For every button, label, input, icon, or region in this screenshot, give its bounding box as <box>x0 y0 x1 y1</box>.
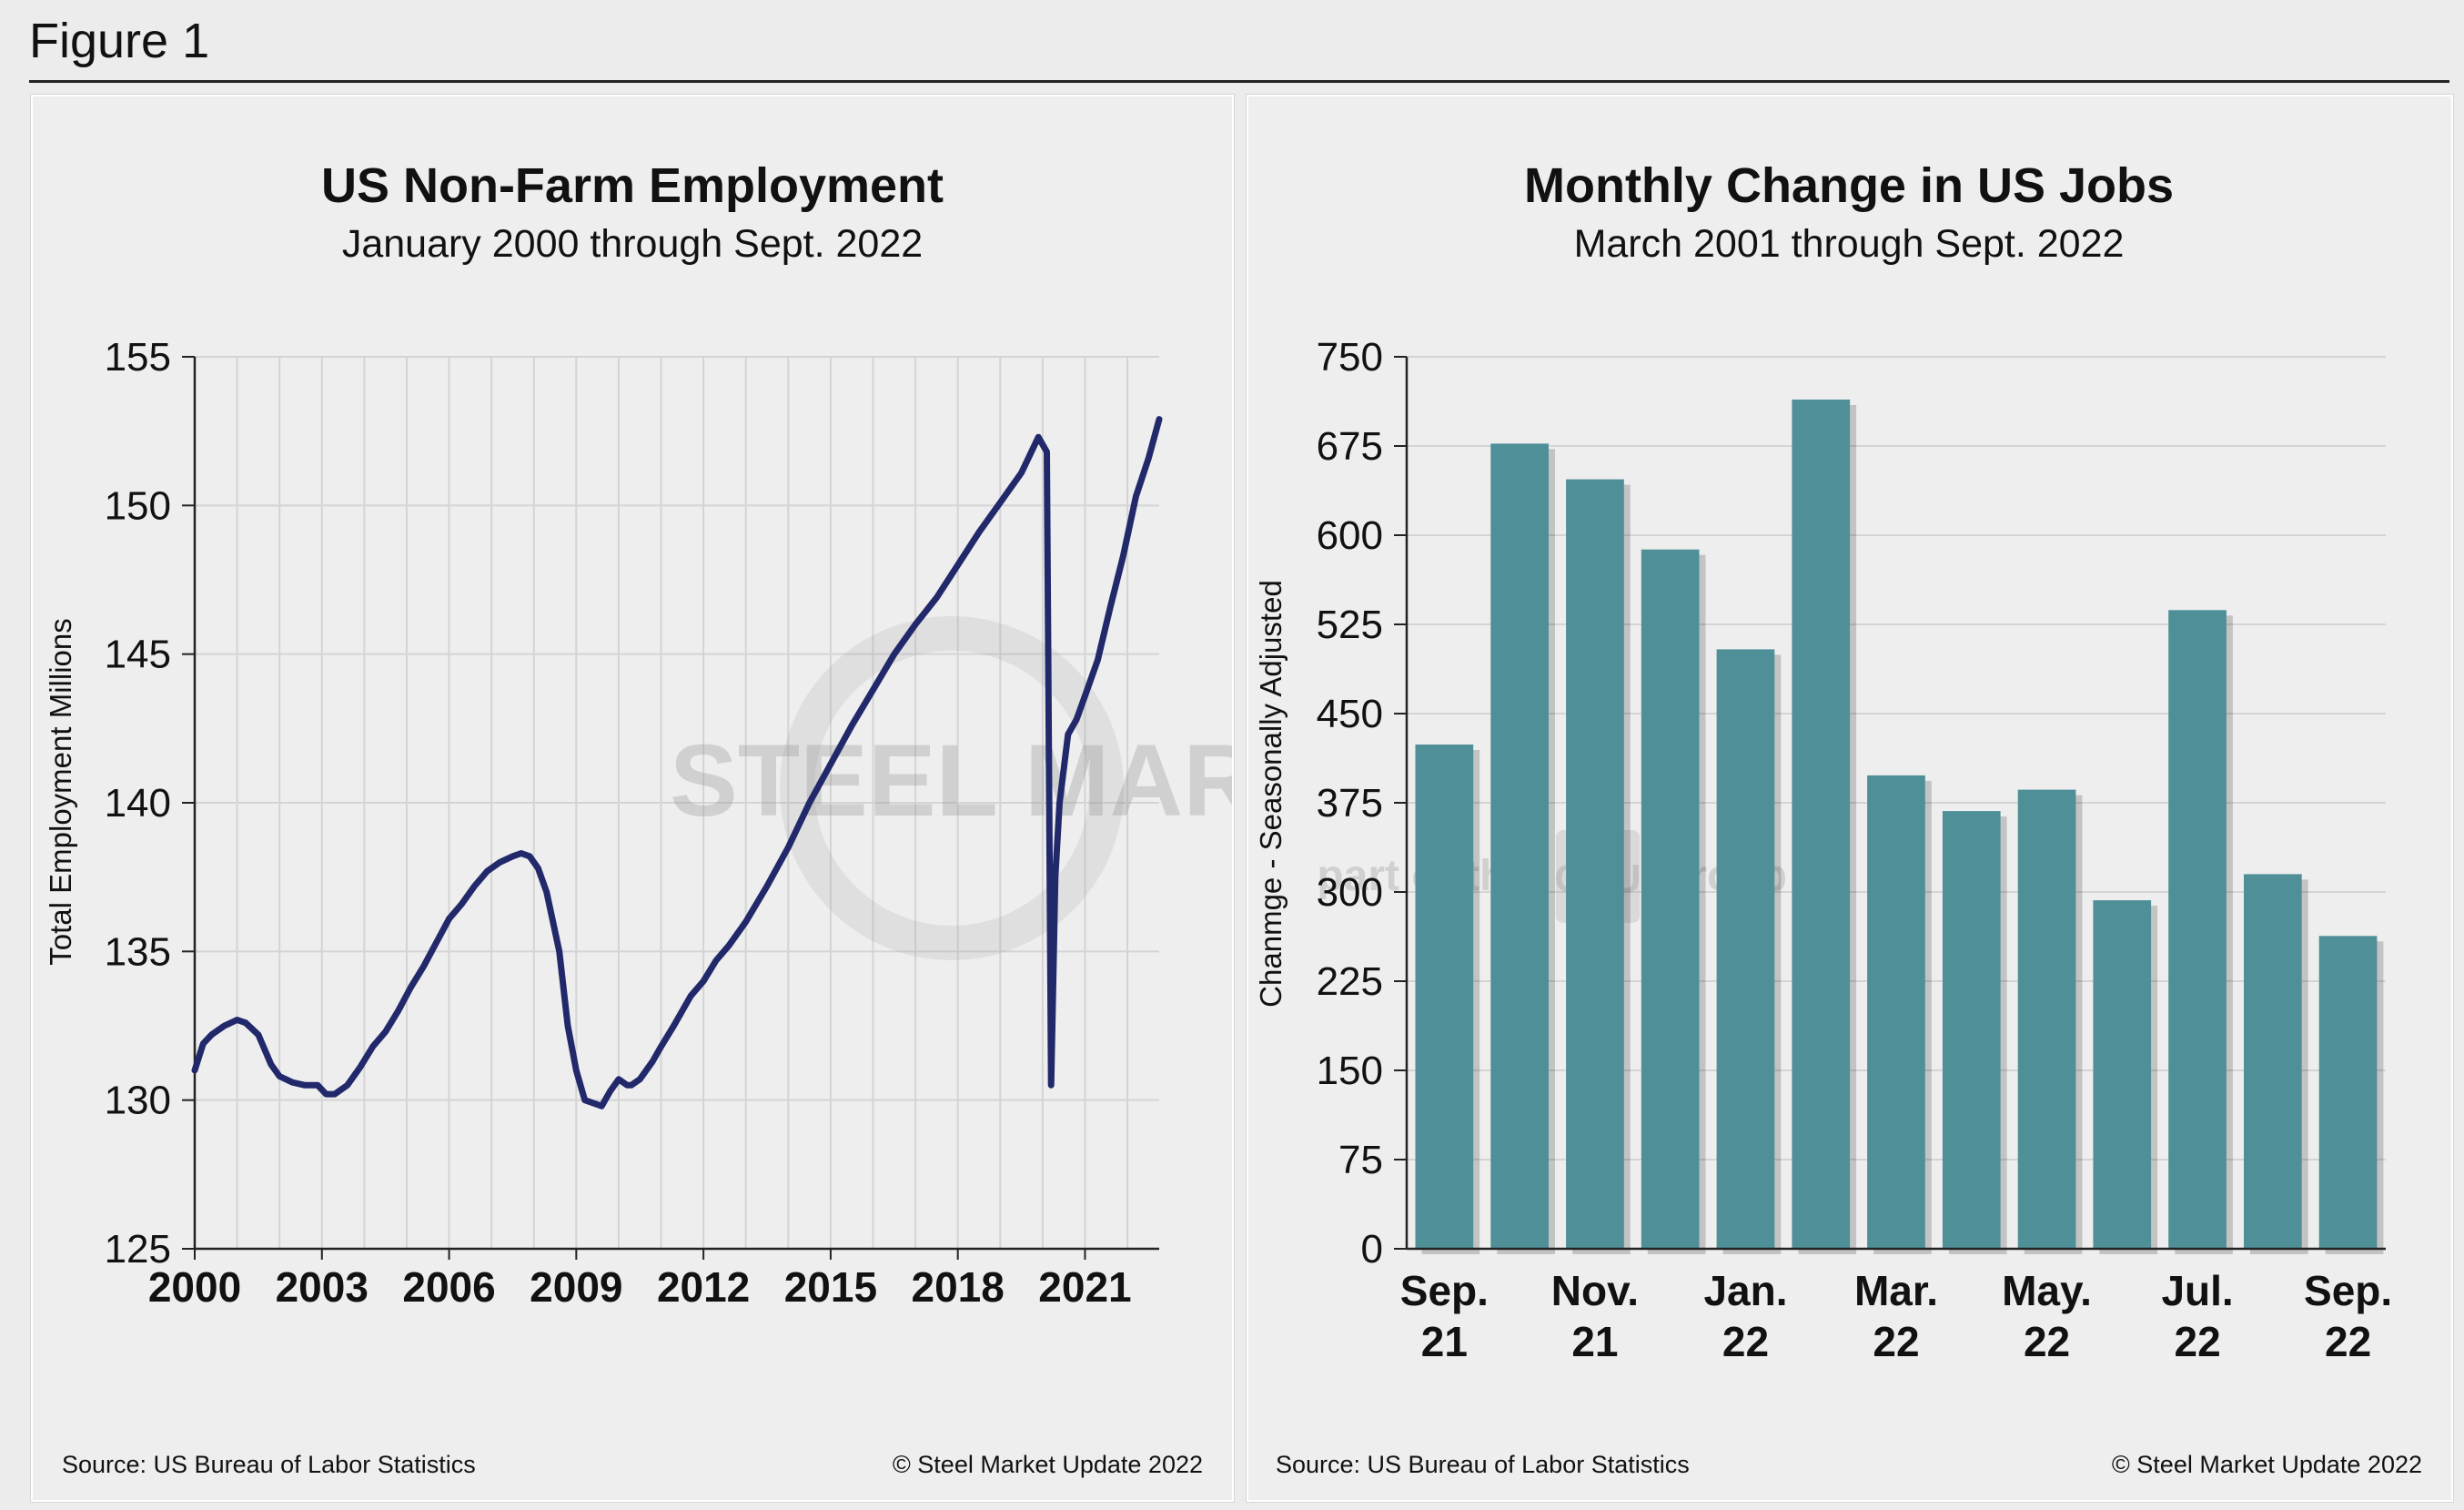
x-tick-label-year: 22 <box>1722 1318 1769 1365</box>
x-tick-label: Nov. <box>1551 1267 1639 1314</box>
bar <box>1490 443 1549 1249</box>
bar <box>1942 811 2001 1249</box>
x-tick-label: Mar. <box>1854 1267 1938 1314</box>
bar <box>1415 745 1474 1249</box>
jobs-copyright-note: © Steel Market Update 2022 <box>2112 1451 2422 1478</box>
employment-series-line <box>191 416 1163 1110</box>
y-tick-label: 155 <box>105 335 171 380</box>
bar <box>2168 610 2227 1249</box>
watermark: STEEL MARKET UPDATE <box>670 616 1232 960</box>
jobs-chart-title: Monthly Change in US Jobs <box>1524 158 2174 213</box>
x-tick-label: Sep. <box>2304 1267 2392 1314</box>
x-tick-label: Jan. <box>1703 1267 1787 1314</box>
employment-source-note: Source: US Bureau of Labor Statistics <box>62 1451 476 1478</box>
y-tick-label: 0 <box>1361 1227 1383 1272</box>
bar <box>2017 789 2076 1249</box>
jobs-chart-subtitle: March 2001 through Sept. 2022 <box>1574 222 2125 266</box>
employment-y-axis-label: Total Employment Millions <box>44 618 77 965</box>
bar <box>1792 400 1851 1249</box>
employment-copyright-note: © Steel Market Update 2022 <box>893 1451 1203 1478</box>
y-tick-label: 130 <box>105 1079 171 1123</box>
x-tick-label: 2015 <box>784 1263 877 1311</box>
jobs-bar-chart: Monthly Change in US Jobs March 2001 thr… <box>1254 158 2422 1478</box>
bar <box>1716 649 1775 1249</box>
bar <box>2318 936 2378 1249</box>
employment-line-chart: US Non-Farm Employment January 2000 thro… <box>44 158 1232 1478</box>
y-tick-label: 600 <box>1317 513 1383 558</box>
x-tick-label: 2012 <box>657 1263 750 1311</box>
x-tick-label: Sep. <box>1400 1267 1489 1314</box>
y-tick-label: 145 <box>105 633 171 677</box>
x-tick-label: 2018 <box>912 1263 1005 1311</box>
x-tick-label-year: 22 <box>1873 1318 1919 1365</box>
y-tick-label: 225 <box>1317 959 1383 1004</box>
x-tick-label-year: 22 <box>2024 1318 2070 1365</box>
x-tick-label-year: 21 <box>1571 1318 1618 1365</box>
x-tick-label: 2000 <box>148 1263 241 1311</box>
x-tick-label: 2009 <box>530 1263 622 1311</box>
x-tick-label: 2021 <box>1038 1263 1131 1311</box>
y-tick-label: 750 <box>1317 335 1383 380</box>
watermark-brand: STEEL MARKET UPDATE <box>670 724 1232 837</box>
y-tick-label: 450 <box>1317 692 1383 736</box>
x-tick-label: Jul. <box>2161 1267 2233 1314</box>
x-tick-label: 2006 <box>402 1263 495 1311</box>
figure-label: Figure 1 <box>29 14 210 68</box>
bar <box>1641 549 1700 1249</box>
y-tick-label: 125 <box>105 1227 171 1272</box>
y-tick-label: 375 <box>1317 781 1383 826</box>
y-tick-label: 75 <box>1338 1138 1383 1182</box>
y-tick-label: 135 <box>105 929 171 974</box>
watermark-swoosh <box>780 616 1124 960</box>
x-tick-label-year: 22 <box>2174 1318 2220 1365</box>
employment-chart-panel: US Non-Farm Employment January 2000 thro… <box>31 95 1234 1502</box>
bar <box>1566 479 1624 1249</box>
x-tick-label-year: 21 <box>1421 1318 1468 1365</box>
bar <box>1867 775 1925 1249</box>
figure-rule <box>29 80 2449 83</box>
bar <box>2244 874 2302 1249</box>
jobs-y-axis-label: Chanmge - Seasonally Adjusted <box>1254 580 1288 1008</box>
jobs-source-note: Source: US Bureau of Labor Statistics <box>1276 1451 1690 1478</box>
y-tick-label: 300 <box>1317 870 1383 915</box>
x-tick-label: May. <box>2002 1267 2092 1314</box>
employment-chart-subtitle: January 2000 through Sept. 2022 <box>342 222 923 266</box>
employment-chart-title: US Non-Farm Employment <box>321 158 944 213</box>
y-tick-label: 675 <box>1317 424 1383 469</box>
x-tick-label-year: 22 <box>2325 1318 2371 1365</box>
jobs-chart-panel: Monthly Change in US Jobs March 2001 thr… <box>1247 95 2453 1502</box>
bar <box>2093 900 2152 1249</box>
y-tick-label: 140 <box>105 781 171 826</box>
y-tick-label: 525 <box>1317 603 1383 647</box>
x-tick-label: 2003 <box>276 1263 369 1311</box>
y-tick-label: 150 <box>1317 1049 1383 1093</box>
y-tick-label: 150 <box>105 483 171 528</box>
